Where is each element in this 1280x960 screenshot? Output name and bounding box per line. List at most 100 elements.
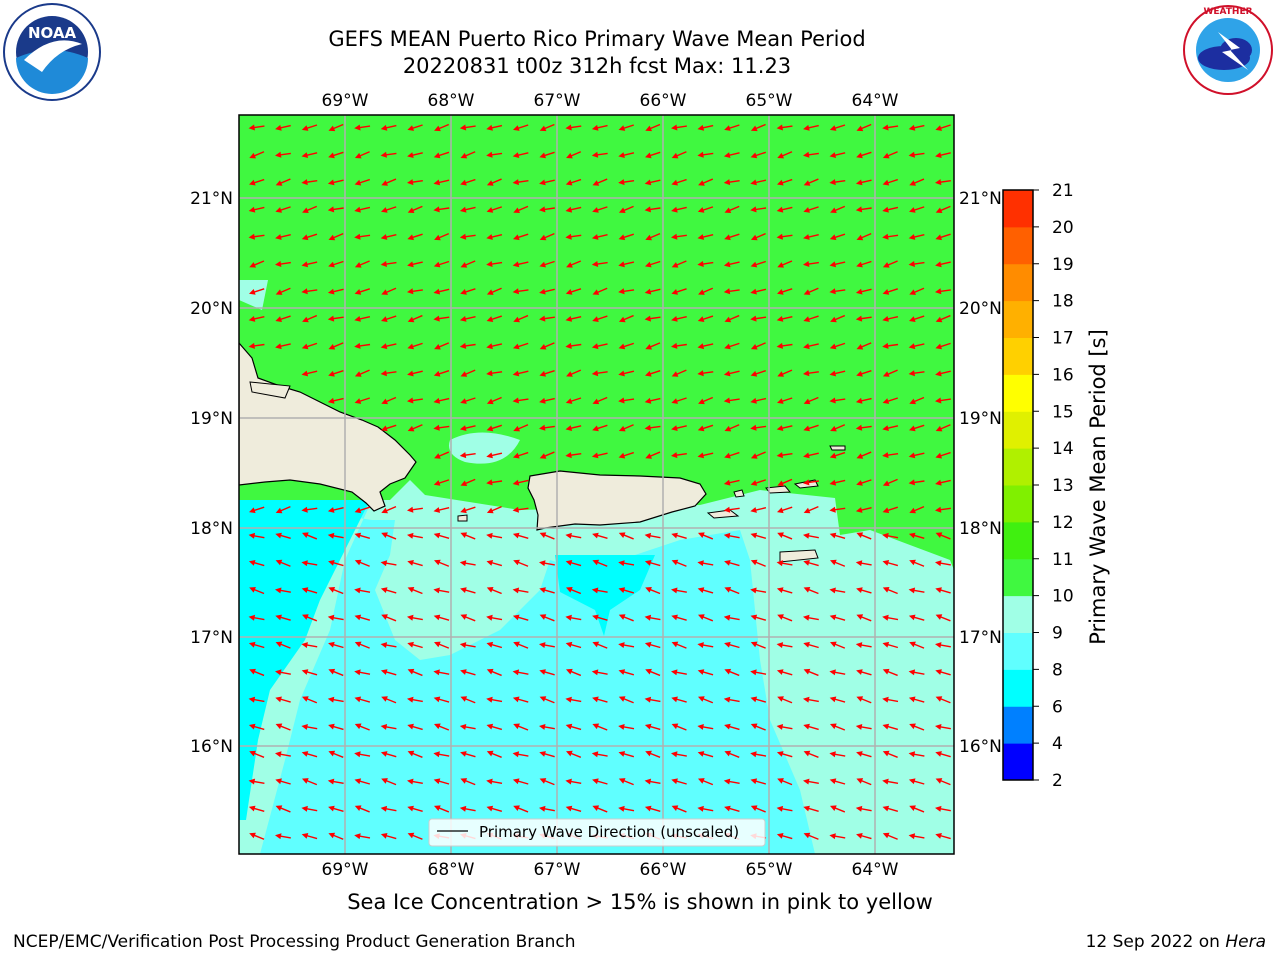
wave-arrow-head [433,751,440,758]
footer-date: 12 Sep 2022 on Hera [1086,932,1266,952]
wave-arrow-head [249,289,256,295]
wave-arrow-head [486,261,493,267]
wave-arrow-head [671,289,678,295]
lon-label-bottom: 67°W [534,860,581,880]
wave-arrow-head [565,179,573,186]
wave-arrow-head [486,614,493,621]
wave-arrow-head [249,668,256,675]
wave-arrow-head [750,669,757,676]
wave-arrow-head [354,124,361,131]
wave-arrow-head [618,207,626,213]
wave-arrow-head [407,152,414,158]
wave-arrow-head [433,179,441,186]
wave-arrow-head [618,343,626,350]
wave-arrow-head [829,833,836,840]
wave-arrow-head [592,696,599,703]
wave-arrow-head [248,124,255,131]
wave-arrow-head [829,452,837,459]
wave-arrow-head [407,696,414,703]
wave-arrow-head [908,778,916,785]
wave-arrow-head [486,151,493,158]
map-frame [238,114,955,855]
wave-arrow-head [433,614,441,621]
wave-arrow-head [855,424,863,431]
wave-arrow-head [565,206,573,213]
wave-arrow-head [697,669,705,675]
wave-arrow-head [354,289,362,295]
wave-arrow-head [829,532,837,539]
wave-arrow-head [354,723,362,730]
wave-arrow-head [275,234,282,240]
wave-arrow-head [407,179,414,186]
wave-arrow-head [644,288,652,295]
wave-arrow-head [539,234,547,241]
wave-arrow-head [776,425,784,431]
wave-arrow-head [644,696,652,703]
wave-arrow-head [275,343,282,350]
wave-arrow-head [249,152,256,159]
wave-arrow-head [380,669,388,675]
wave-arrow-head [565,124,572,131]
wave-arrow-head [328,560,335,566]
colorbar-segment [1003,374,1033,412]
wave-arrow-head [645,152,652,159]
wave-arrow-head [301,805,308,812]
wave-arrow-head [618,125,626,131]
wave-arrow-head [618,778,626,784]
wave-arrow-head [724,452,731,459]
wave-arrow-head [566,371,573,377]
wave-arrow-head [803,832,811,839]
wave-arrow-head [856,778,864,784]
wave-arrow-head [644,805,652,812]
wave-arrow-head [381,696,388,702]
wave-arrow-head [645,587,652,593]
wave-arrow-head [777,696,784,702]
wave-arrow-head [433,370,441,377]
wave-arrow-head [434,641,441,648]
wave-arrow-head [381,398,388,405]
wave-arrow-head [750,234,758,241]
wave-arrow-head [723,370,731,377]
wave-arrow-head [671,452,678,459]
wave-arrow-head [327,696,335,703]
wave-arrow-head [856,480,863,486]
wave-arrow-head [354,398,362,404]
wave-arrow-head [750,397,757,404]
wave-arrow-head [592,559,600,566]
wave-arrow-head [486,668,494,675]
wave-arrow-head [328,152,335,159]
wave-arrow-head [539,453,547,459]
wave-arrow-head [882,398,890,404]
wave-arrow-head [618,724,625,730]
colorbar-tick-label: 9 [1052,624,1063,644]
wave-arrow-head [512,696,520,703]
wave-arrow-head [829,261,837,268]
wave-arrow-head [618,696,626,702]
wave-arrow-head [645,370,652,377]
wave-arrow-head [618,751,626,757]
wave-arrow-head [882,805,890,812]
wave-arrow-head [592,614,599,621]
wave-arrow-head [486,343,493,350]
wave-arrow-head [855,642,863,648]
wave-arrow-head [829,179,836,186]
svg-text:WEATHER: WEATHER [1203,7,1252,17]
map-legend: Primary Wave Direction (unscaled) [428,818,766,847]
wave-arrow-head [486,289,494,295]
wave-arrow-head [803,261,810,267]
wave-arrow-head [777,480,784,486]
wave-arrow-head [591,234,599,240]
wave-arrow-head [513,641,520,648]
wave-arrow-head [803,587,811,593]
wave-arrow-head [777,778,784,784]
wave-arrow-head [275,805,283,811]
wave-arrow-head [591,669,599,676]
colorbar-tick-label: 21 [1052,181,1074,201]
wave-arrow-head [671,206,678,213]
wave-arrow-head [855,179,863,186]
wave-arrow-head [803,398,811,405]
wave-arrow-head [381,778,388,784]
wave-arrow-head [433,669,440,676]
wave-arrow-head [354,152,362,159]
